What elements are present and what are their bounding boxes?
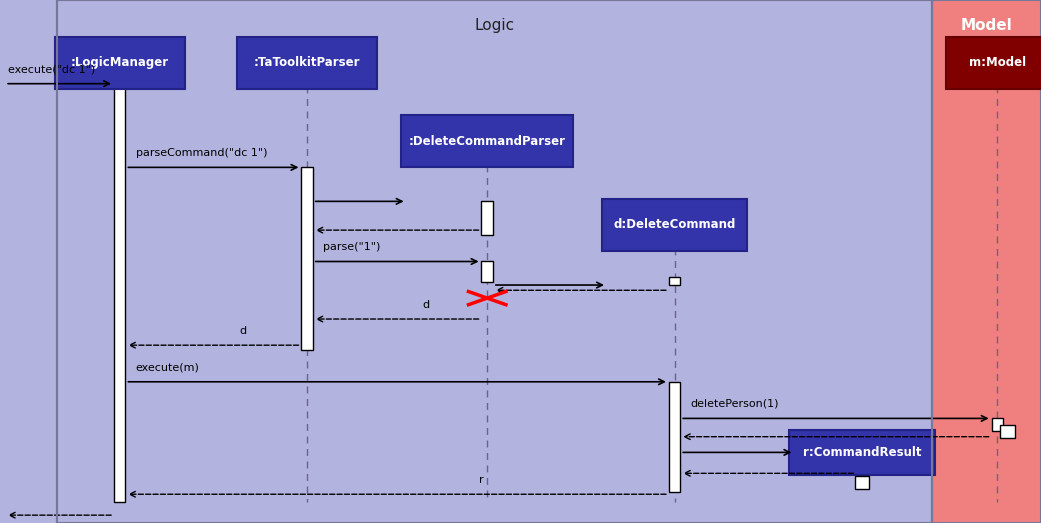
Text: :DeleteCommandParser: :DeleteCommandParser	[409, 135, 565, 147]
Bar	[1000, 425, 1015, 438]
FancyBboxPatch shape	[789, 430, 935, 475]
Text: r:CommandResult: r:CommandResult	[803, 446, 921, 459]
FancyBboxPatch shape	[402, 115, 573, 167]
Text: parseCommand("dc 1"): parseCommand("dc 1")	[135, 148, 268, 158]
Text: :TaToolkitParser: :TaToolkitParser	[254, 56, 360, 69]
Text: Model: Model	[961, 18, 1012, 33]
Bar	[669, 382, 681, 492]
Bar	[991, 418, 1004, 431]
Bar	[932, 0, 1041, 523]
Text: parse("1"): parse("1")	[323, 242, 381, 252]
Text: m:Model: m:Model	[969, 56, 1025, 69]
Bar	[57, 0, 932, 523]
Text: deletePerson(1): deletePerson(1)	[691, 399, 780, 409]
Text: d: d	[239, 326, 247, 336]
Bar	[481, 201, 493, 235]
Bar	[57, 0, 932, 523]
Text: :LogicManager: :LogicManager	[71, 56, 169, 69]
Text: execute(m): execute(m)	[135, 362, 200, 372]
Text: Logic: Logic	[475, 18, 514, 33]
Bar	[855, 476, 869, 489]
Text: d:DeleteCommand: d:DeleteCommand	[613, 219, 736, 231]
Bar	[302, 167, 312, 350]
Text: r: r	[479, 475, 483, 485]
Text: d: d	[423, 300, 430, 310]
FancyBboxPatch shape	[236, 37, 377, 89]
Bar	[481, 262, 493, 282]
FancyBboxPatch shape	[602, 199, 747, 251]
Bar	[856, 452, 868, 471]
Bar	[0, 0, 57, 523]
Bar	[115, 84, 125, 502]
Bar	[669, 277, 681, 285]
FancyBboxPatch shape	[946, 37, 1041, 89]
FancyBboxPatch shape	[55, 37, 185, 89]
Text: execute("dc 1"): execute("dc 1")	[8, 64, 96, 74]
